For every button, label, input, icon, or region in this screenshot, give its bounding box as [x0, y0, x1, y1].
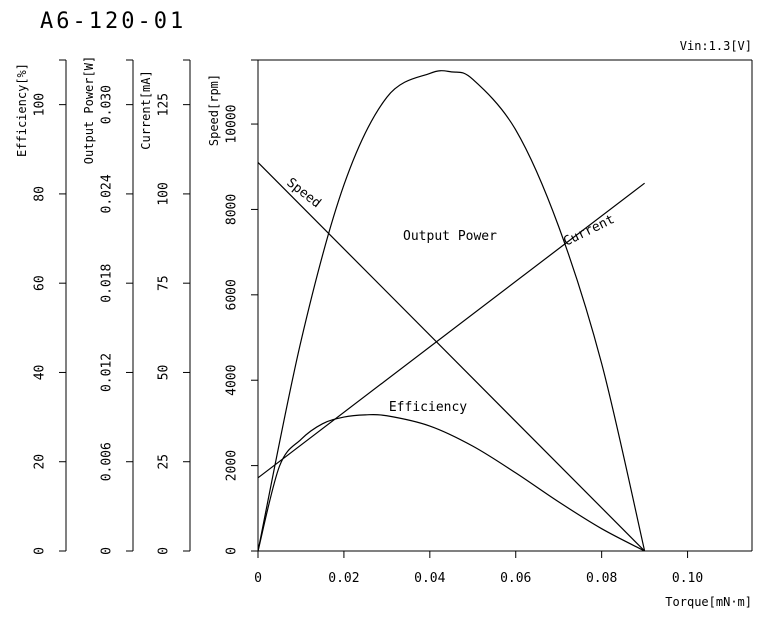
- current-tick-label: 50: [157, 365, 172, 381]
- speed-tick-label: 0: [225, 547, 240, 555]
- efficiency-tick-label: 100: [33, 93, 48, 116]
- chart-title: A6-120-01: [40, 9, 186, 34]
- x-tick-label: 0: [254, 571, 262, 586]
- speed-tick-label: 2000: [225, 450, 240, 481]
- speed-tick-label: 8000: [225, 194, 240, 225]
- plot-frame: [258, 59, 753, 552]
- power-axis-label: Output Power[W]: [82, 56, 96, 164]
- power-tick-label: 0.024: [100, 174, 115, 213]
- output-power-curve: [257, 70, 646, 552]
- x-tick-label: 0.08: [586, 571, 617, 586]
- speed-tick-label: 10000: [225, 104, 240, 143]
- x-axis: 0 0.02 0.04 0.06 0.08 0.10: [254, 551, 703, 586]
- series-curves: [257, 70, 646, 552]
- power-tick-label: 0: [100, 547, 115, 555]
- speed-curve-label: Speed: [284, 175, 324, 211]
- speed-tick-label: 4000: [225, 365, 240, 396]
- efficiency-tick-label: 80: [33, 186, 48, 202]
- power-tick-label: 0.030: [100, 85, 115, 124]
- efficiency-tick-label: 0: [33, 547, 48, 555]
- efficiency-tick-label: 20: [33, 454, 48, 470]
- x-axis-label: Torque[mN·m]: [665, 595, 752, 609]
- output-power-curve-label: Output Power: [403, 229, 497, 244]
- x-tick-label: 0.06: [500, 571, 531, 586]
- x-tick-label: 0.10: [672, 571, 703, 586]
- current-axis-label: Current[mA]: [139, 70, 153, 149]
- y-axes: 0 20 40 60 80 100 Efficiency[%] 0 0.006 0.012 0.01…: [15, 56, 259, 555]
- current-curve: [257, 182, 645, 479]
- current-curve-label: Current: [561, 212, 617, 250]
- voltage-condition-label: Vin:1.3[V]: [680, 39, 752, 53]
- x-tick-label: 0.02: [328, 571, 359, 586]
- efficiency-curve-label: Efficiency: [389, 400, 467, 415]
- efficiency-curve: [257, 413, 645, 552]
- efficiency-axis-label: Efficiency[%]: [15, 63, 29, 157]
- current-axis: 0 25 50 75 100 125 Current[mA]: [139, 59, 191, 555]
- efficiency-tick-label: 60: [33, 275, 48, 291]
- x-tick-label: 0.04: [414, 571, 445, 586]
- current-tick-label: 100: [157, 182, 172, 205]
- current-tick-label: 0: [157, 547, 172, 555]
- speed-curve: [257, 162, 646, 552]
- speed-axis-label: Speed[rpm]: [207, 74, 221, 146]
- power-axis: 0 0.006 0.012 0.018 0.024 0.030 Output Power[W…: [82, 56, 134, 555]
- speed-axis: 0 2000 4000 6000 8000 10000 Speed[rpm]: [207, 59, 259, 555]
- current-tick-label: 25: [157, 454, 172, 470]
- power-tick-label: 0.012: [100, 353, 115, 392]
- power-tick-label: 0.018: [100, 264, 115, 303]
- speed-tick-label: 6000: [225, 279, 240, 310]
- efficiency-tick-label: 40: [33, 365, 48, 381]
- efficiency-axis: 0 20 40 60 80 100 Efficiency[%]: [15, 59, 67, 555]
- current-tick-label: 75: [157, 275, 172, 291]
- current-tick-label: 125: [157, 93, 172, 116]
- power-tick-label: 0.006: [100, 442, 115, 481]
- curve-labels: Speed Current Output Power Efficiency: [284, 175, 617, 415]
